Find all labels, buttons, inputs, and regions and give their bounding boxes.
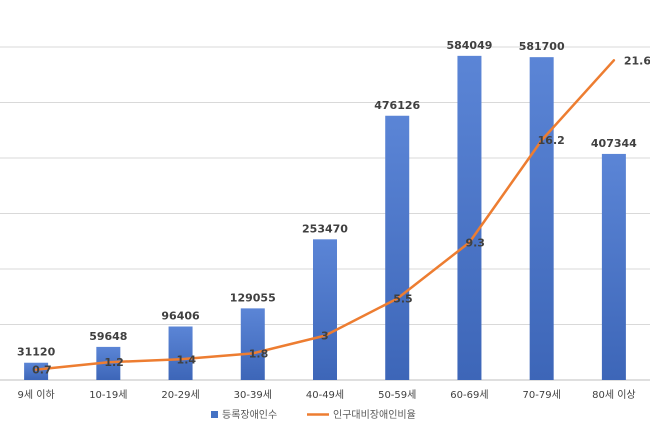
line-value-label: 0.7 [32,364,52,377]
line-value-label: 9.3 [465,236,485,249]
line-series [34,59,616,371]
legend-bar-label: 등록장애인수 [222,409,277,421]
bar-series [24,55,626,381]
bar [168,326,193,380]
bar-value-label: 407344 [591,137,637,150]
x-tick-label: 9세 이하 [18,388,55,401]
bar [385,115,410,381]
x-tick-label: 30-39세 [234,389,272,401]
bar-value-label: 253470 [302,222,348,235]
line-value-label: 1.8 [249,347,269,360]
legend-line-label: 인구대비장애인비율 [333,409,416,421]
bar [529,57,554,381]
line-value-label: 1.4 [177,353,197,366]
x-tick-label: 60-69세 [450,389,488,401]
x-tick-label: 20-29세 [161,389,199,401]
line-value-label: 21.6 [624,54,650,67]
x-tick-label: 80세 이상 [592,389,636,401]
line-value-label: 1.2 [104,356,124,369]
x-tick-label: 70-79세 [523,389,561,401]
bar-value-label: 581700 [519,40,565,53]
legend: 등록장애인수 인구대비장애인비율 [211,409,416,421]
line-value-label: 16.2 [538,134,565,147]
bar [313,239,337,380]
bar-value-labels: 31120 59648 96406 129055 253470 476126 584049 5… [17,39,637,359]
bar [24,362,49,380]
bar-value-label: 584049 [446,39,492,52]
x-axis-tick-labels: 9세 이하 10-19세 20-29세 30-39세 40-49세 50-59세 60-69… [18,388,636,401]
line-value-label: 3 [321,330,329,343]
line-value-label: 5.5 [393,293,413,306]
bar-value-label: 31120 [17,346,56,359]
bar-value-label: 96406 [161,309,200,322]
bar-value-label: 129055 [230,291,276,304]
x-tick-label: 50-59세 [378,389,416,401]
legend-bar-swatch [211,411,218,418]
bar [240,308,265,380]
bar-value-label: 476126 [374,99,420,112]
line-path [34,59,616,371]
bar-value-label: 59648 [89,330,127,343]
x-tick-label: 10-19세 [89,389,127,401]
line-value-labels: 0.7 1.2 1.4 1.8 3 5.5 9.3 16.2 21.6 [32,54,650,376]
bar [601,153,626,380]
x-tick-label: 40-49세 [306,389,344,401]
bar [457,55,482,380]
